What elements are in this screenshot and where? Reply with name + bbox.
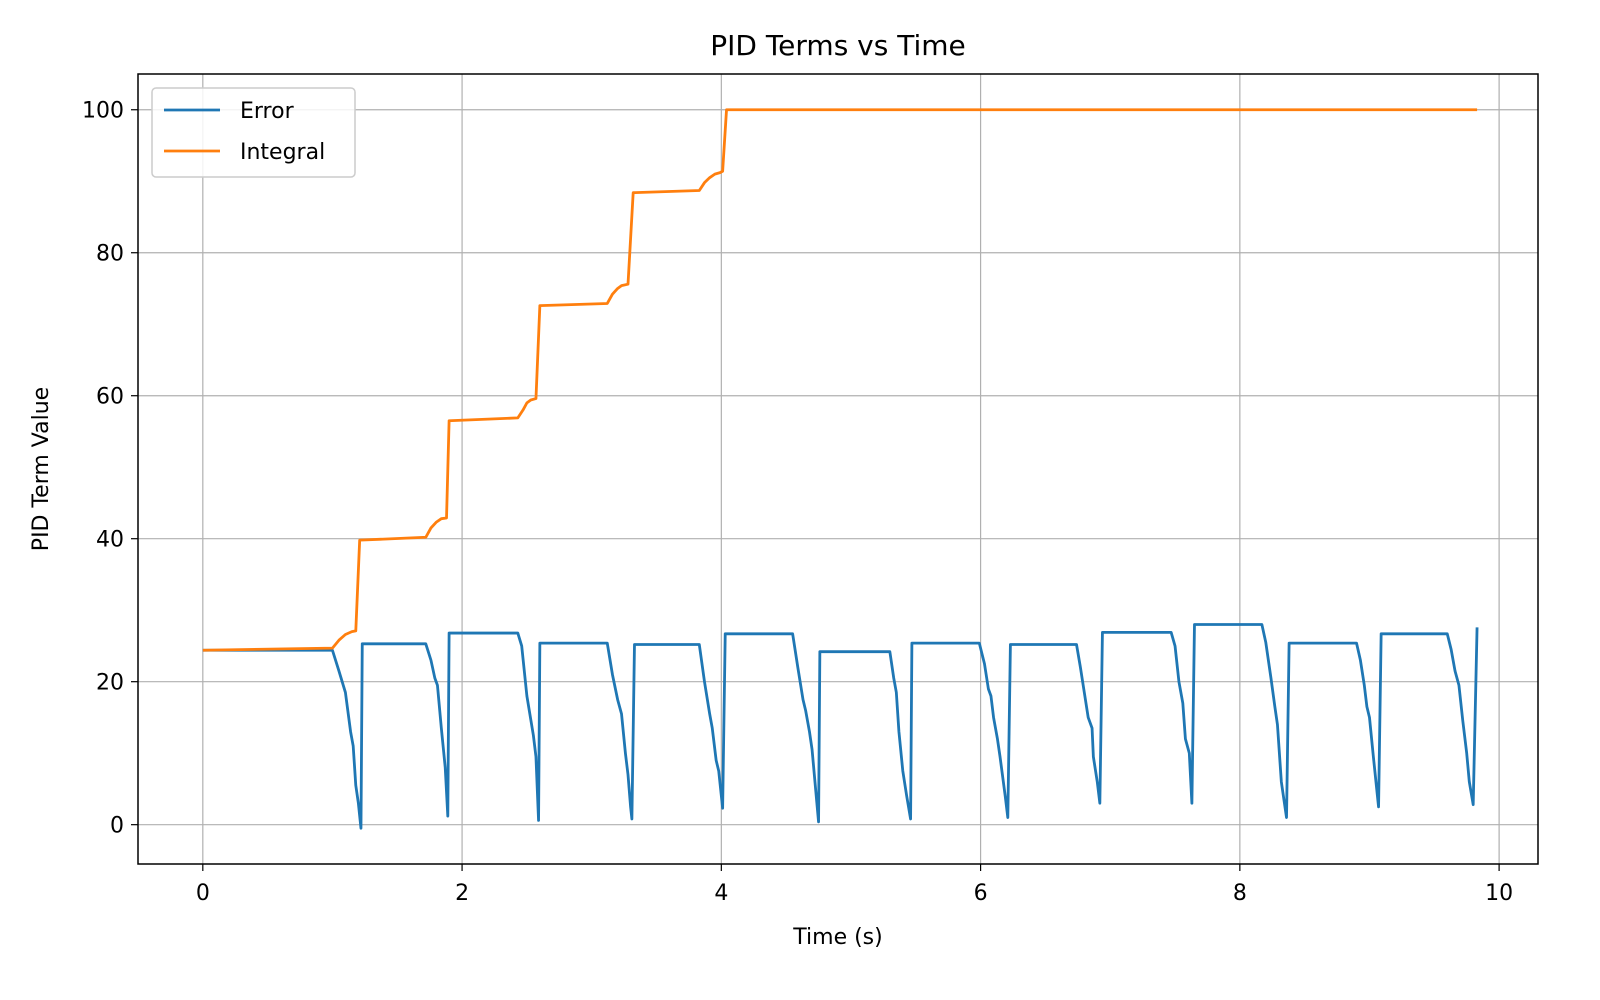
- y-tick-label: 40: [96, 528, 124, 553]
- y-tick-label: 20: [96, 671, 124, 696]
- series-line-error: [202, 623, 1479, 830]
- y-tick-label: 100: [82, 99, 124, 124]
- y-axis-label: PID Term Value: [29, 387, 54, 551]
- x-tick-label: 4: [714, 881, 728, 906]
- x-tick-label: 2: [455, 881, 469, 906]
- legend-label-error: Error: [240, 99, 295, 124]
- y-tick-label: 80: [96, 242, 124, 267]
- series-layer: [202, 108, 1479, 830]
- x-axis-label: Time (s): [792, 925, 882, 950]
- legend: Error Integral: [151, 87, 356, 178]
- x-tick-label: 0: [196, 881, 210, 906]
- y-tick-label: 0: [110, 814, 124, 839]
- plot-area-frame: [137, 73, 1539, 865]
- legend-label-integral: Integral: [240, 140, 325, 165]
- chart-title: PID Terms vs Time: [710, 29, 966, 62]
- series-line-integral: [202, 108, 1478, 652]
- x-tick-label: 10: [1485, 881, 1513, 906]
- x-tick-label: 6: [974, 881, 988, 906]
- x-tick-label: 8: [1233, 881, 1247, 906]
- y-tick-label: 60: [96, 385, 124, 410]
